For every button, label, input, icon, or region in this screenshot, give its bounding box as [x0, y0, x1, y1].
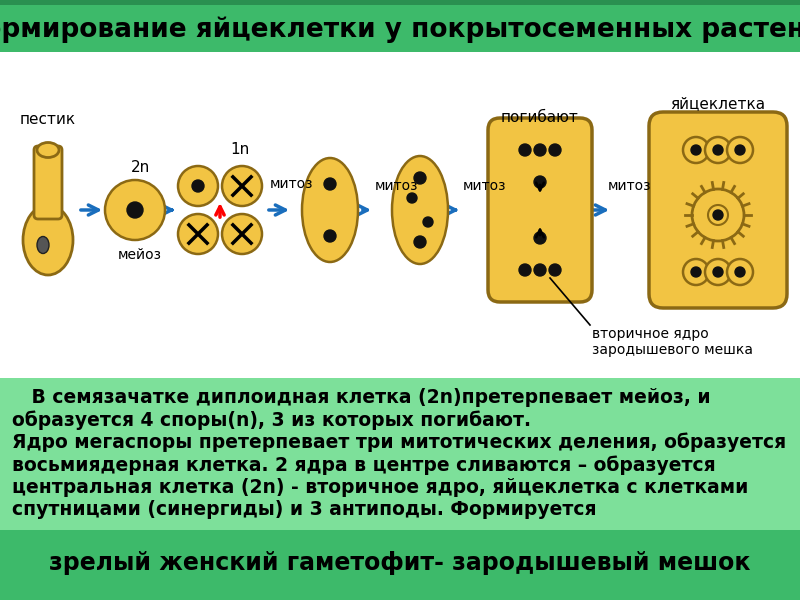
Ellipse shape — [105, 180, 165, 240]
Ellipse shape — [392, 156, 448, 264]
FancyBboxPatch shape — [34, 146, 62, 219]
Circle shape — [691, 145, 701, 155]
Ellipse shape — [222, 166, 262, 206]
Circle shape — [549, 264, 561, 276]
Circle shape — [705, 137, 731, 163]
Circle shape — [407, 193, 417, 203]
Circle shape — [727, 137, 753, 163]
Text: пестик: пестик — [20, 113, 76, 127]
Ellipse shape — [23, 205, 73, 275]
Text: Формирование яйцеклетки у покрытосеменных растений: Формирование яйцеклетки у покрытосеменны… — [0, 17, 800, 43]
Ellipse shape — [37, 236, 49, 253]
Text: митоз: митоз — [463, 179, 506, 193]
Ellipse shape — [178, 166, 218, 206]
FancyBboxPatch shape — [0, 0, 800, 5]
Text: погибают: погибают — [501, 110, 579, 125]
Text: митоз: митоз — [375, 179, 418, 193]
Text: митоз: митоз — [270, 177, 314, 191]
Text: В семязачатке диплоидная клетка (2n)претерпевает мейоз, и
образуется 4 споры(n),: В семязачатке диплоидная клетка (2n)прет… — [12, 388, 786, 519]
Circle shape — [683, 259, 709, 285]
Circle shape — [713, 267, 723, 277]
Text: вторичное ядро
зародышевого мешка: вторичное ядро зародышевого мешка — [592, 327, 753, 357]
Circle shape — [534, 232, 546, 244]
Circle shape — [324, 230, 336, 242]
Ellipse shape — [222, 214, 262, 254]
Circle shape — [414, 172, 426, 184]
Circle shape — [192, 180, 204, 192]
Circle shape — [705, 259, 731, 285]
Circle shape — [727, 259, 753, 285]
Circle shape — [735, 267, 745, 277]
FancyBboxPatch shape — [0, 0, 800, 52]
FancyBboxPatch shape — [488, 118, 592, 302]
Text: 1n: 1n — [230, 142, 250, 157]
FancyBboxPatch shape — [0, 52, 800, 378]
Circle shape — [534, 144, 546, 156]
Circle shape — [691, 267, 701, 277]
Circle shape — [414, 236, 426, 248]
Circle shape — [519, 264, 531, 276]
Text: зрелый женский гаметофит- зародышевый мешок: зрелый женский гаметофит- зародышевый ме… — [50, 551, 750, 575]
Ellipse shape — [178, 214, 218, 254]
Circle shape — [735, 145, 745, 155]
Text: 2n: 2n — [130, 160, 150, 175]
Circle shape — [692, 189, 744, 241]
Circle shape — [534, 264, 546, 276]
Text: яйцеклетка: яйцеклетка — [670, 97, 766, 112]
Circle shape — [683, 137, 709, 163]
Circle shape — [713, 210, 723, 220]
Circle shape — [519, 144, 531, 156]
Circle shape — [549, 144, 561, 156]
Circle shape — [708, 205, 728, 225]
Circle shape — [713, 145, 723, 155]
FancyBboxPatch shape — [0, 530, 800, 600]
Circle shape — [324, 178, 336, 190]
FancyBboxPatch shape — [0, 378, 800, 530]
Ellipse shape — [302, 158, 358, 262]
FancyBboxPatch shape — [649, 112, 787, 308]
Circle shape — [127, 202, 143, 218]
Circle shape — [423, 217, 433, 227]
Text: митоз: митоз — [608, 179, 651, 193]
Text: мейоз: мейоз — [118, 248, 162, 262]
Circle shape — [534, 176, 546, 188]
Ellipse shape — [37, 142, 59, 157]
